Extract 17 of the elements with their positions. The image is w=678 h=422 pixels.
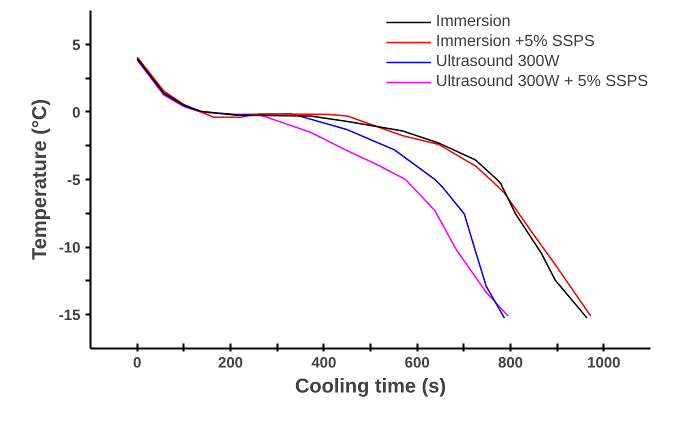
legend-label: Immersion +5% SSPS — [436, 33, 595, 51]
x-tick-label: 0 — [132, 354, 142, 372]
x-tick-label: 600 — [404, 354, 430, 372]
y-tick-label: -10 — [58, 240, 81, 257]
y-tick-label: 0 — [72, 104, 80, 122]
y-tick-label: -15 — [58, 307, 81, 324]
x-tick-label: 200 — [218, 354, 244, 372]
y-axis-title: Temperature (°C) — [28, 98, 51, 260]
legend-label: Ultrasound 300W — [436, 53, 560, 71]
legend-label: Immersion — [436, 13, 511, 31]
x-axis-title: Cooling time (s) — [294, 376, 446, 398]
y-tick-label: 5 — [72, 36, 80, 54]
x-tick-label: 400 — [311, 354, 336, 372]
legend-label: Ultrasound 300W + 5% SSPS — [436, 73, 648, 91]
x-tick-label: 800 — [498, 354, 524, 372]
y-tick-label: -5 — [67, 172, 81, 189]
x-tick-label: 1000 — [587, 354, 621, 372]
